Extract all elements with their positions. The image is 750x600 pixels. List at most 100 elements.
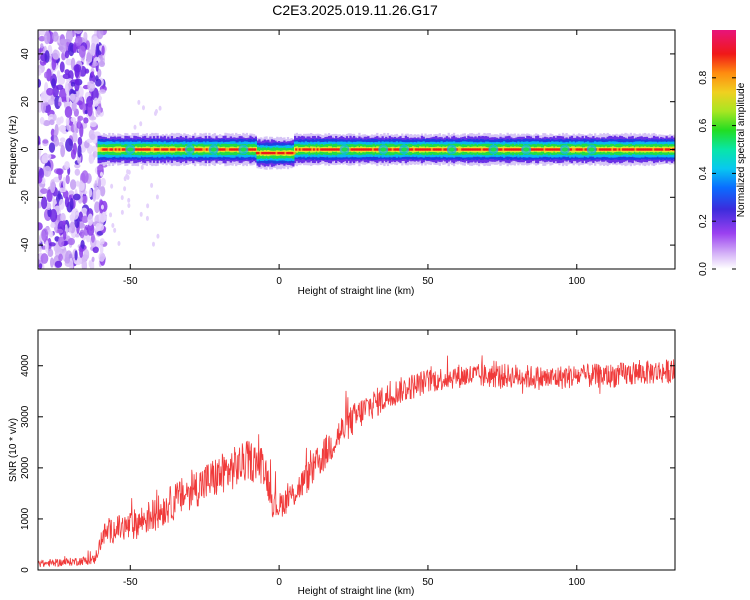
band-core: [314, 148, 318, 151]
band-core: [320, 148, 323, 151]
noise-cell: [77, 144, 82, 158]
band-core: [248, 148, 252, 151]
band-core: [359, 148, 362, 151]
band-core: [234, 148, 237, 151]
noise-cell: [38, 78, 42, 88]
noise-cell: [65, 117, 70, 126]
band-core: [611, 148, 614, 151]
band-core: [182, 148, 185, 151]
noise-cell: [120, 209, 124, 215]
noise-cell: [94, 180, 98, 192]
band-core: [263, 151, 266, 155]
band-core: [205, 148, 209, 151]
noise-cell: [100, 171, 104, 177]
noise-cell: [86, 223, 95, 236]
band-core: [636, 148, 639, 151]
noise-cell: [72, 131, 78, 143]
band-core: [659, 148, 662, 151]
band-core: [177, 148, 180, 151]
noise-cell: [151, 241, 155, 247]
band-core: [291, 151, 294, 155]
noise-cell: [47, 248, 54, 258]
band-cell: [99, 147, 102, 152]
noise-cell: [38, 201, 43, 209]
noise-cell: [127, 203, 131, 209]
noise-cell: [110, 183, 114, 189]
noise-cell: [77, 136, 83, 146]
band-core: [539, 148, 543, 151]
y-tick-label: 40: [20, 48, 31, 60]
band-core: [393, 148, 396, 151]
band-core: [554, 148, 557, 151]
noise-cell: [44, 50, 50, 63]
band-core: [307, 148, 310, 151]
colorbar-ticks: 0.0 0.2 0.4 0.6 0.8: [698, 70, 736, 276]
noise-cell: [57, 236, 65, 248]
band-core: [466, 148, 469, 151]
band-core: [316, 148, 319, 151]
band-core: [145, 148, 148, 151]
noise-cell: [158, 105, 162, 111]
band-core: [464, 148, 468, 151]
band-core: [364, 148, 368, 151]
band-core: [277, 151, 280, 155]
noise-cell: [127, 169, 131, 175]
noise-cell: [64, 84, 69, 92]
noise-cell: [38, 100, 43, 113]
band-core: [584, 148, 587, 151]
band-core: [289, 151, 293, 155]
noise-cell: [97, 95, 102, 102]
band-core: [261, 151, 264, 155]
noise-cell: [123, 186, 127, 192]
band-core: [427, 148, 430, 151]
noise-cell: [62, 230, 67, 241]
band-core: [661, 148, 664, 151]
noise-cell: [80, 239, 85, 250]
band-core: [229, 148, 232, 151]
band-core: [148, 148, 152, 151]
band-bump: [448, 147, 455, 152]
band-core: [296, 148, 300, 151]
noise-cell: [90, 233, 95, 243]
colorbar: 0.0 0.2 0.4 0.6 0.8 Normalized spectral ampl…: [698, 30, 747, 276]
band-core: [445, 148, 448, 151]
noise-cell: [87, 213, 94, 226]
band-core: [597, 148, 600, 151]
noise-cell: [97, 165, 104, 171]
noise-cell: [64, 196, 70, 208]
band-core: [280, 151, 284, 155]
band-core: [534, 148, 537, 151]
band-bump: [490, 147, 497, 152]
band-core: [625, 148, 628, 151]
band-core: [623, 148, 627, 151]
band-core: [271, 151, 275, 155]
noise-cell: [60, 144, 66, 158]
band-core: [538, 148, 541, 151]
band-core: [146, 148, 150, 151]
y-tick-label: -20: [20, 190, 31, 205]
band-bump: [588, 147, 595, 152]
band-core: [104, 148, 107, 151]
band-bump: [240, 147, 247, 152]
noise-cell: [44, 240, 49, 254]
band-core: [329, 148, 332, 151]
noise-cell: [46, 87, 54, 96]
x-tick-label: 100: [568, 577, 585, 588]
band-core: [455, 148, 459, 151]
noise-cell: [46, 202, 52, 211]
noise-cell: [72, 142, 77, 155]
noise-cell: [78, 45, 86, 58]
noise-cell: [91, 37, 100, 43]
noise-cell: [52, 49, 60, 60]
band-core: [288, 151, 291, 155]
band-core: [350, 148, 353, 151]
noise-cell: [48, 242, 56, 247]
band-core: [311, 148, 314, 151]
noise-cell: [72, 193, 81, 201]
band-core: [471, 148, 475, 151]
band-core: [607, 148, 611, 151]
noise-cell: [154, 109, 158, 115]
noise-cell: [99, 244, 104, 255]
band-core: [548, 148, 552, 151]
noise-cell: [99, 238, 105, 245]
